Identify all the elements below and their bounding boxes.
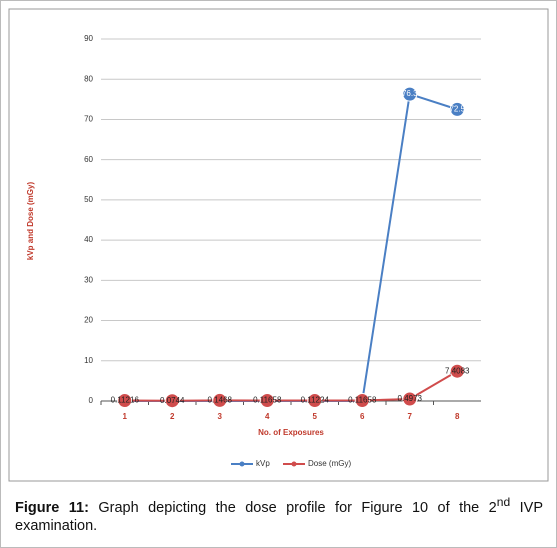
y-tick-label: 0	[89, 396, 94, 405]
data-label: 0.11224	[301, 396, 330, 405]
y-tick-label: 50	[84, 195, 93, 204]
marker	[117, 393, 133, 409]
legend-marker	[239, 461, 245, 467]
x-tick-label: 6	[360, 412, 365, 421]
y-tick-label: 70	[84, 115, 93, 124]
chart: kVp and Dose (mGy) No. of Exposures 0 10 2…	[8, 8, 549, 482]
data-label: 76.3	[402, 89, 418, 98]
data-label: 72.5	[449, 104, 465, 113]
y-tick-label: 20	[84, 316, 93, 325]
y-tick-label: 90	[84, 34, 93, 43]
y-axis-label: kVp and Dose (mGy)	[26, 182, 35, 261]
data-label: 0.11216	[111, 396, 140, 405]
marker	[259, 393, 275, 409]
data-label: 0.11658	[253, 396, 282, 405]
marker	[164, 393, 180, 409]
caption-text: Graph depicting the dose profile for Fig…	[98, 499, 497, 516]
y-tick-label: 40	[84, 235, 93, 244]
x-tick-label: 8	[455, 412, 460, 421]
caption-superscript: nd	[496, 495, 511, 509]
legend-label: kVp	[256, 459, 270, 468]
data-label: 7.4083	[445, 366, 470, 375]
legend-marker	[291, 461, 297, 467]
data-label: 0.4973	[398, 394, 423, 403]
chart-border	[8, 8, 549, 482]
x-tick-label: 4	[265, 412, 270, 421]
y-tick-label: 60	[84, 155, 93, 164]
data-label: 0.0744	[160, 396, 185, 405]
x-tick-label: 2	[170, 412, 175, 421]
x-tick-label: 5	[313, 412, 318, 421]
legend-label: Dose (mGy)	[308, 459, 351, 468]
series-line	[124, 370, 458, 402]
data-label: 0.11658	[348, 396, 377, 405]
x-tick-label: 7	[408, 412, 413, 421]
y-tick-label: 10	[84, 356, 93, 365]
marker	[402, 391, 418, 407]
marker	[449, 101, 465, 117]
marker	[307, 393, 323, 409]
marker	[402, 86, 418, 102]
marker	[354, 393, 370, 409]
caption-text-end: IVP examination.	[15, 499, 544, 534]
caption-label: Figure 11:	[15, 499, 89, 516]
y-tick-label: 80	[84, 74, 93, 83]
marker	[449, 363, 465, 379]
y-tick-label: 30	[84, 275, 93, 284]
x-tick-label: 1	[123, 412, 128, 421]
marker	[212, 392, 228, 408]
x-axis-label: No. of Exposures	[258, 428, 324, 437]
data-label: 0.1468	[208, 396, 233, 405]
caption: Figure 11: Graph depicting the dose prof…	[15, 493, 543, 535]
x-tick-label: 3	[218, 412, 223, 421]
